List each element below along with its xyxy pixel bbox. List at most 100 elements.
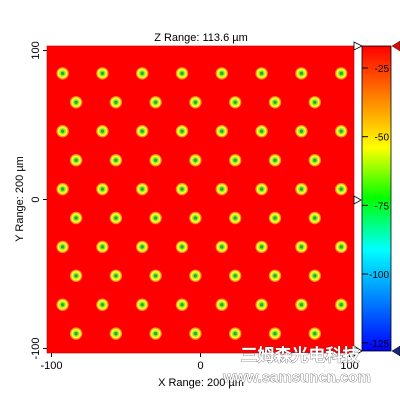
dot-feature xyxy=(335,125,348,138)
colorbar-tick-label: -50 xyxy=(375,133,390,144)
y-axis-label: Y Range: 200 µm xyxy=(14,156,26,242)
dot-feature xyxy=(229,211,242,225)
dot-feature xyxy=(69,96,83,109)
dot-feature xyxy=(136,240,149,254)
colorbar-tick-label: -75 xyxy=(375,201,390,212)
dot-feature xyxy=(56,182,69,196)
dot-feature xyxy=(255,182,268,196)
dot-feature xyxy=(268,211,282,225)
dot-feature xyxy=(136,125,149,138)
dot-feature xyxy=(268,269,282,282)
chart-title: Z Range: 113.6 µm xyxy=(154,32,248,44)
dot-feature xyxy=(229,154,242,167)
dot-feature xyxy=(335,298,348,311)
dot-feature xyxy=(175,298,189,311)
dot-feature xyxy=(335,67,348,80)
x-tick-label: -100 xyxy=(40,360,62,372)
dot-feature xyxy=(149,269,162,282)
watermark-url: www.samsuncn.com xyxy=(222,369,371,386)
dot-feature xyxy=(268,154,282,167)
dot-feature xyxy=(149,211,162,225)
dot-feature xyxy=(175,240,189,254)
dot-feature xyxy=(215,240,228,254)
dot-feature xyxy=(189,327,202,340)
dot-feature xyxy=(136,298,149,311)
dot-feature xyxy=(215,182,228,196)
x-tick-label: 0 xyxy=(197,360,203,372)
dot-feature xyxy=(215,298,228,311)
colorbar-tick-label: -100 xyxy=(369,270,389,281)
colorbar-tick-label: -125 xyxy=(369,339,389,350)
dot-feature xyxy=(109,154,123,167)
colorbar xyxy=(361,45,392,352)
dot-feature xyxy=(96,125,109,138)
dot-feature xyxy=(96,240,109,254)
watermark-company-name: 三姆森光电科技 xyxy=(241,345,361,366)
dot-feature xyxy=(268,327,282,340)
dot-feature xyxy=(109,96,123,109)
dot-feature xyxy=(56,240,69,254)
dot-feature xyxy=(295,298,308,311)
colorbar-min-marker-left xyxy=(353,345,363,357)
dot-feature xyxy=(229,269,242,282)
dot-feature xyxy=(255,125,268,138)
dot-feature xyxy=(215,67,228,80)
dot-feature xyxy=(295,67,308,80)
dot-feature xyxy=(268,96,282,109)
dot-feature xyxy=(69,327,83,340)
dot-feature xyxy=(109,211,123,225)
dot-feature xyxy=(56,125,69,138)
plot-area xyxy=(47,46,354,353)
colorbar-min-marker-right xyxy=(391,345,400,357)
colorbar-max-marker-right xyxy=(391,40,400,52)
y-tick-label: 100 xyxy=(30,41,42,59)
dot-feature xyxy=(308,211,321,225)
dot-feature xyxy=(189,96,202,109)
dot-feature xyxy=(335,182,348,196)
dot-feature xyxy=(229,327,242,340)
dot-feature xyxy=(149,327,162,340)
dot-feature xyxy=(175,125,189,138)
dot-feature xyxy=(96,298,109,311)
dot-feature xyxy=(69,211,83,225)
x-axis-label: X Range: 200 µm xyxy=(158,377,244,389)
dot-feature xyxy=(189,154,202,167)
y-tick-label: -100 xyxy=(30,338,42,360)
dot-array xyxy=(56,67,348,340)
dot-feature xyxy=(308,269,321,282)
dot-feature xyxy=(335,240,348,254)
dot-feature xyxy=(255,240,268,254)
dot-feature xyxy=(56,298,69,311)
dot-feature xyxy=(175,67,189,80)
dot-feature xyxy=(295,125,308,138)
colorbar-ticks: -25 -50 -75 -100 -125 xyxy=(362,64,389,350)
dot-feature xyxy=(308,96,321,109)
dot-feature xyxy=(229,96,242,109)
colorbar-tick-label: -25 xyxy=(375,64,390,75)
dot-feature xyxy=(295,240,308,254)
dot-feature xyxy=(308,327,321,340)
dot-feature xyxy=(189,269,202,282)
dot-feature xyxy=(96,67,109,80)
y-tick-label: 0 xyxy=(30,196,42,202)
dot-feature xyxy=(136,182,149,196)
dot-feature xyxy=(69,154,83,167)
colorbar-max-marker-left xyxy=(353,41,363,51)
dot-feature xyxy=(189,211,202,225)
dot-feature xyxy=(109,269,123,282)
dot-feature xyxy=(96,182,109,196)
dot-feature xyxy=(255,298,268,311)
dot-feature xyxy=(308,154,321,167)
dot-feature xyxy=(295,182,308,196)
dot-feature xyxy=(255,67,268,80)
x-tick-label: 100 xyxy=(340,360,358,372)
colorbar-mid-marker xyxy=(353,195,362,205)
dot-feature xyxy=(109,327,123,340)
x-axis-ticks: -100 0 100 xyxy=(40,353,359,372)
dot-feature xyxy=(56,67,69,80)
dot-feature xyxy=(69,269,83,282)
dot-feature xyxy=(149,96,162,109)
dot-feature xyxy=(215,125,228,138)
dot-feature xyxy=(149,154,162,167)
